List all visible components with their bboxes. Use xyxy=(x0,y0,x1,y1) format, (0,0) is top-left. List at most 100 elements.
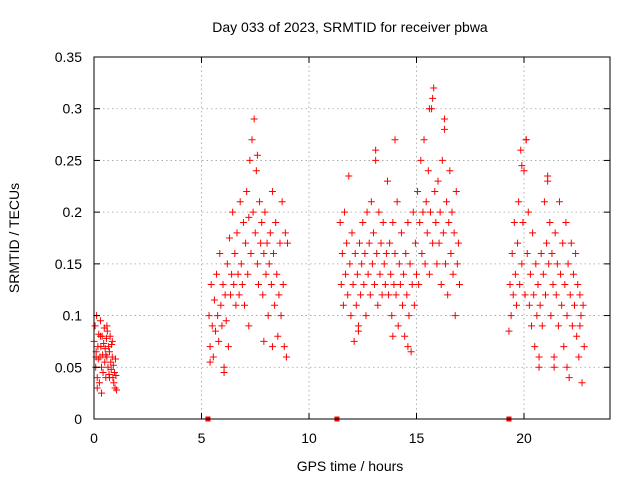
data-point xyxy=(260,250,268,258)
data-point xyxy=(391,250,399,258)
x-tick-label: 0 xyxy=(90,430,98,446)
data-point xyxy=(249,208,257,216)
data-point xyxy=(405,312,413,320)
data-point xyxy=(388,312,396,320)
data-point xyxy=(406,260,414,268)
data-point xyxy=(348,229,356,237)
data-point xyxy=(565,374,573,382)
data-point xyxy=(364,270,372,278)
data-point xyxy=(546,218,554,226)
data-point xyxy=(349,281,357,289)
data-point xyxy=(520,167,528,175)
data-point xyxy=(95,379,103,387)
data-point xyxy=(399,301,407,309)
data-point xyxy=(243,187,251,195)
data-point xyxy=(447,250,455,258)
data-point xyxy=(382,250,390,258)
data-point xyxy=(110,379,118,387)
data-point xyxy=(529,229,537,237)
data-point xyxy=(525,301,533,309)
data-point xyxy=(351,250,359,258)
data-point xyxy=(576,291,584,299)
data-point xyxy=(107,365,115,373)
data-point xyxy=(362,312,370,320)
data-point xyxy=(246,156,254,164)
data-point xyxy=(550,363,558,371)
data-point xyxy=(391,136,399,144)
data-point xyxy=(218,322,226,330)
data-point xyxy=(386,239,394,247)
data-point xyxy=(343,239,351,247)
data-point xyxy=(230,281,238,289)
data-point xyxy=(425,270,433,278)
data-point xyxy=(438,156,446,164)
data-point xyxy=(241,301,248,309)
data-point xyxy=(523,250,531,258)
data-point xyxy=(105,374,113,382)
axis-ticks: 0 0.05 0.1 0.15 0.2 0.25 0.3 0.35 0 5 10 15 20 xyxy=(55,49,610,446)
data-point xyxy=(350,337,358,345)
data-point xyxy=(102,334,110,342)
data-point xyxy=(265,260,273,268)
grid xyxy=(94,57,610,419)
data-point xyxy=(261,208,269,216)
data-point xyxy=(252,167,260,175)
data-point xyxy=(530,291,538,299)
data-point xyxy=(106,332,114,340)
data-point xyxy=(225,234,233,242)
data-point xyxy=(452,187,460,195)
data-point xyxy=(379,218,387,226)
data-point xyxy=(208,322,216,330)
data-point xyxy=(446,167,454,175)
data-point xyxy=(544,172,552,180)
data-point xyxy=(338,250,346,258)
data-point xyxy=(110,368,118,376)
data-point xyxy=(220,368,228,376)
data-point xyxy=(430,84,438,92)
data-point xyxy=(548,250,556,258)
data-point xyxy=(257,239,265,247)
data-point xyxy=(363,208,371,216)
data-points xyxy=(90,84,588,397)
data-point xyxy=(421,260,429,268)
data-point xyxy=(540,198,548,206)
data-point xyxy=(554,322,562,330)
data-point xyxy=(108,337,116,345)
data-point xyxy=(271,301,279,309)
data-point xyxy=(563,312,571,320)
data-point xyxy=(532,260,540,268)
data-point xyxy=(507,312,515,320)
data-point xyxy=(215,337,223,345)
data-point xyxy=(207,281,215,289)
data-point xyxy=(577,312,585,320)
data-point xyxy=(103,322,111,330)
data-point xyxy=(368,260,376,268)
data-point xyxy=(245,322,253,330)
data-point xyxy=(229,208,237,216)
data-point xyxy=(516,281,524,289)
data-point xyxy=(547,312,555,320)
data-point xyxy=(336,218,344,226)
data-point xyxy=(366,291,374,299)
data-point xyxy=(216,250,224,258)
data-point xyxy=(566,291,574,299)
data-point xyxy=(214,312,222,320)
data-point xyxy=(100,339,108,347)
data-point xyxy=(561,281,569,289)
data-point xyxy=(228,270,236,278)
data-point xyxy=(439,229,447,237)
x-axis-title: GPS time / hours xyxy=(297,458,404,474)
data-point xyxy=(211,327,219,335)
data-point xyxy=(375,208,383,216)
data-point xyxy=(456,281,463,289)
data-point xyxy=(409,208,417,216)
data-point xyxy=(224,343,232,351)
data-point xyxy=(550,353,558,361)
data-point xyxy=(564,260,572,268)
data-point xyxy=(549,281,557,289)
data-point xyxy=(280,343,288,351)
data-point xyxy=(573,332,581,340)
data-point xyxy=(431,187,439,195)
data-point xyxy=(376,270,384,278)
data-point xyxy=(259,291,267,299)
